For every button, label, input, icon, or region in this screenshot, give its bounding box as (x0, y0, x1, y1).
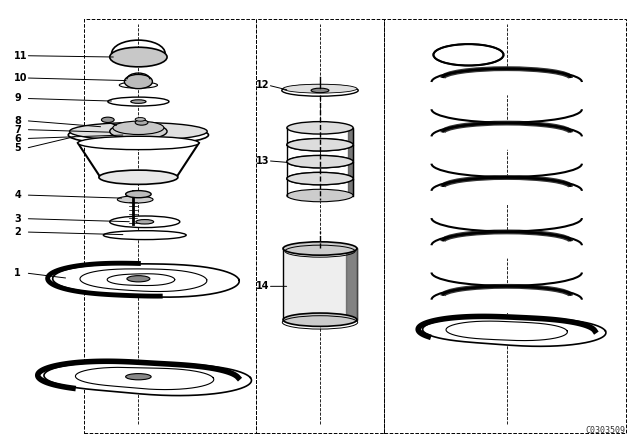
Ellipse shape (78, 136, 199, 150)
Ellipse shape (287, 121, 353, 134)
Text: 7: 7 (14, 125, 21, 134)
Text: 14: 14 (256, 281, 270, 291)
Ellipse shape (431, 177, 582, 204)
Ellipse shape (283, 84, 357, 93)
Bar (256, 19, 384, 433)
Bar (384, 19, 626, 433)
Ellipse shape (287, 172, 353, 185)
Ellipse shape (103, 231, 186, 240)
Ellipse shape (119, 82, 157, 88)
Ellipse shape (108, 97, 169, 106)
Text: 13: 13 (256, 156, 270, 166)
Ellipse shape (433, 44, 504, 65)
Ellipse shape (311, 88, 329, 93)
Ellipse shape (125, 374, 151, 380)
Ellipse shape (136, 220, 154, 224)
Text: 5: 5 (14, 143, 21, 153)
Polygon shape (52, 264, 239, 297)
Polygon shape (44, 362, 252, 396)
Text: 2: 2 (14, 227, 21, 237)
Ellipse shape (287, 189, 353, 202)
Ellipse shape (124, 74, 152, 89)
Ellipse shape (431, 286, 582, 313)
Text: 12: 12 (256, 80, 270, 90)
Ellipse shape (101, 117, 114, 122)
Ellipse shape (287, 138, 353, 151)
Text: 8: 8 (14, 116, 21, 126)
Ellipse shape (109, 123, 167, 139)
Text: 3: 3 (14, 214, 21, 224)
Ellipse shape (287, 155, 353, 168)
Ellipse shape (109, 216, 180, 228)
Text: 11: 11 (14, 51, 28, 61)
Ellipse shape (287, 155, 353, 168)
Ellipse shape (283, 313, 357, 327)
Bar (84, 19, 256, 433)
Polygon shape (422, 317, 606, 346)
Ellipse shape (283, 242, 357, 255)
Ellipse shape (113, 121, 164, 134)
Ellipse shape (127, 276, 150, 282)
Ellipse shape (282, 85, 358, 96)
Ellipse shape (125, 190, 151, 198)
Ellipse shape (431, 69, 582, 95)
Ellipse shape (68, 125, 209, 145)
Ellipse shape (287, 172, 353, 185)
Ellipse shape (431, 232, 582, 258)
Text: C0303509: C0303509 (586, 426, 626, 435)
Text: 10: 10 (14, 73, 28, 83)
Text: 9: 9 (14, 94, 21, 103)
Ellipse shape (135, 117, 145, 121)
Text: 1: 1 (14, 268, 21, 278)
Ellipse shape (287, 138, 353, 151)
Ellipse shape (131, 100, 146, 103)
Text: 6: 6 (14, 134, 21, 143)
Ellipse shape (135, 120, 148, 125)
Ellipse shape (70, 122, 207, 140)
Ellipse shape (109, 47, 167, 67)
Bar (283, 249, 357, 320)
Ellipse shape (431, 123, 582, 150)
Ellipse shape (99, 170, 178, 185)
Ellipse shape (117, 196, 153, 203)
Text: 4: 4 (14, 190, 21, 200)
